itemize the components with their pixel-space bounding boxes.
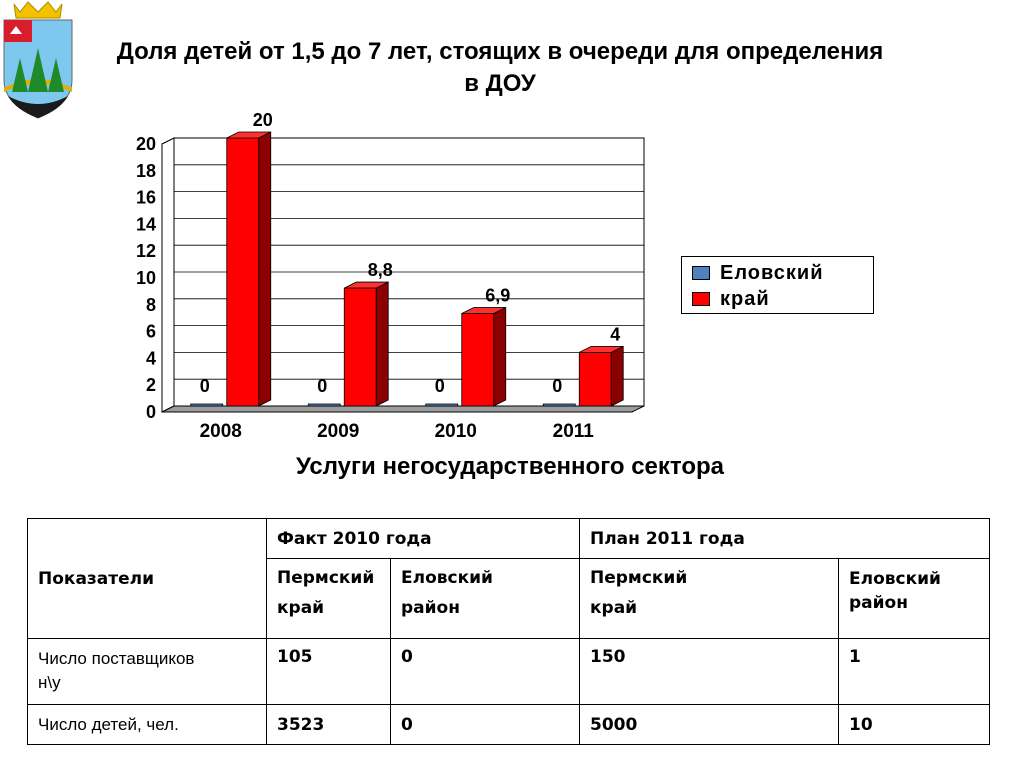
y-tick-label: 4 [146, 348, 156, 368]
bar-series1 [542, 403, 576, 407]
data-label-series2: 4 [610, 324, 620, 344]
data-label-series2: 20 [253, 110, 273, 130]
legend-swatch-blue [692, 266, 710, 280]
cell-value: 150 [579, 638, 839, 705]
bar-series1 [190, 403, 224, 407]
data-label-series1: 0 [317, 376, 327, 396]
table-row: Число поставщиков н\у 105 0 150 1 [27, 638, 990, 705]
cell-value: 1 [838, 638, 990, 705]
bar-series2-side [258, 131, 272, 407]
subheader-line: Пермский [277, 568, 375, 588]
bar-chart: 0 2 4 6 8 10 12 14 16 18 20 0 20 0 8,8 0 6,9 0 4 2008 2009… [136, 110, 645, 442]
cell-value: 3523 [266, 704, 391, 745]
row-label-line: н\у [38, 673, 61, 692]
plot-side-wall [161, 137, 175, 413]
legend-item-series2: край [692, 287, 770, 311]
table-header-fact-2010: Факт 2010 года [266, 518, 580, 559]
y-tick-label: 18 [136, 161, 156, 181]
bar-series2-top [344, 281, 389, 289]
subheader-line: край [277, 598, 325, 618]
y-tick-label: 8 [146, 295, 156, 315]
legend-item-series1: Еловский [692, 261, 824, 285]
legend-label-series2: край [720, 287, 770, 310]
bar-series2-front [461, 313, 495, 407]
subheader-line: край [590, 598, 638, 618]
y-tick-label: 2 [146, 375, 156, 395]
y-tick-label: 20 [136, 134, 156, 154]
y-tick-label: 16 [136, 188, 156, 208]
subheader-elovsky-2010: Еловский район [390, 558, 580, 639]
table-header-plan-2011: План 2011 года [579, 518, 990, 559]
bar-series2-side [375, 281, 389, 407]
coat-of-arms-logo [3, 1, 73, 119]
row-label-children: Число детей, чел. [27, 704, 267, 745]
bar-series1 [425, 403, 459, 407]
table-title: Услуги негосударственного сектора [295, 453, 725, 480]
slide-title: Доля детей от 1,5 до 7 лет, стоящих в оч… [116, 38, 884, 97]
legend-label-series1: Еловский [720, 261, 824, 284]
row-label-line: Число поставщиков [38, 649, 195, 668]
y-tick-label: 14 [136, 214, 156, 234]
data-label-series2: 8,8 [368, 260, 393, 280]
x-tick-label: 2011 [553, 421, 595, 442]
data-label-series1: 0 [435, 376, 445, 396]
y-tick-label: 0 [146, 402, 156, 422]
cell-value: 5000 [579, 704, 839, 745]
bar-series2-top [461, 307, 506, 314]
chart-legend: Еловский край [681, 256, 874, 314]
x-tick-label: 2010 [435, 421, 477, 442]
subheader-line: Пермский [590, 568, 688, 588]
services-table: Показатели Факт 2010 года План 2011 года… [27, 518, 990, 745]
plot-floor [161, 405, 645, 413]
subheader-perm-krai-2010: Пермский край [266, 558, 391, 639]
data-label-series1: 0 [552, 376, 562, 396]
bar-series2-front [226, 137, 260, 407]
cell-value: 0 [390, 704, 580, 745]
subheader-line: район [401, 598, 460, 618]
bar-series2-side [610, 345, 624, 407]
table-row: Число детей, чел. 3523 0 5000 10 [27, 704, 990, 745]
y-tick-label: 12 [136, 241, 156, 261]
subheader-line: район [849, 593, 908, 613]
cell-value: 105 [266, 638, 391, 705]
data-label-series2: 6,9 [485, 286, 510, 306]
row-label-providers: Число поставщиков н\у [27, 638, 267, 705]
table-header-indicators: Показатели [27, 518, 267, 639]
y-tick-label: 6 [146, 322, 156, 342]
cell-value: 0 [390, 638, 580, 705]
bar-series1 [307, 403, 341, 407]
subheader-line: Еловский [401, 568, 493, 588]
subheader-line: Еловский [849, 569, 941, 589]
x-tick-label: 2009 [317, 421, 359, 442]
bar-series2-top [579, 346, 624, 353]
data-label-series1: 0 [200, 376, 210, 396]
x-tick-label: 2008 [200, 421, 242, 442]
y-tick-label: 10 [136, 268, 156, 288]
subheader-elovsky-2011: Еловский район [838, 558, 990, 639]
bar-series2-front [343, 287, 377, 407]
subheader-perm-krai-2011: Пермский край [579, 558, 839, 639]
bar-series2-top [226, 131, 271, 139]
bar-series2-front [578, 351, 612, 407]
bar-series2-side [493, 306, 507, 407]
legend-swatch-red [692, 292, 710, 306]
cell-value: 10 [838, 704, 990, 745]
